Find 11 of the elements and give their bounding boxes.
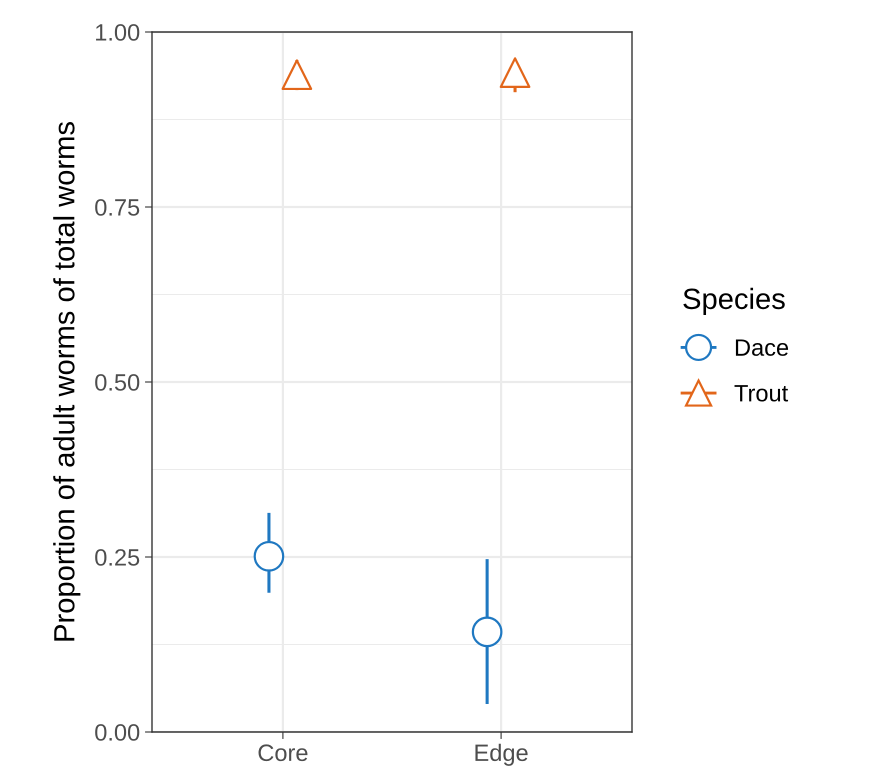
legend-label: Dace: [736, 339, 788, 356]
y-axis-title: Proportion of adult worms of total worms: [53, 122, 80, 641]
x-tick-label: Core: [258, 744, 308, 762]
y-tick-label: 1.00: [96, 24, 140, 41]
y-tick-label: 0.75: [95, 199, 140, 216]
y-tick-label: 0.00: [95, 724, 140, 741]
x-tick-label: Edge: [475, 744, 528, 766]
y-tick-label: 0.25: [95, 549, 140, 566]
legend-title: Species: [683, 288, 785, 315]
legend-label: Trout: [734, 385, 788, 402]
y-tick-label: 0.50: [95, 374, 140, 391]
